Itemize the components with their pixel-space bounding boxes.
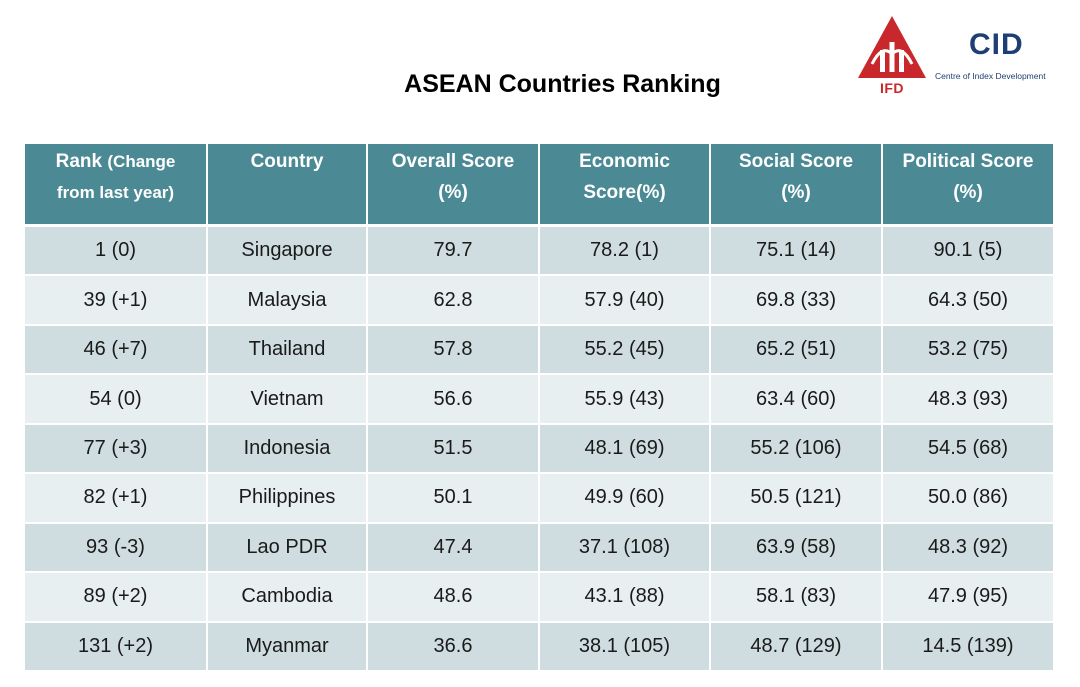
- header-country: Country: [207, 144, 368, 227]
- header-economic-line1: Economic: [579, 151, 670, 172]
- table-row: 131 (+2) Myanmar 36.6 38.1 (105) 48.7 (1…: [25, 620, 1053, 670]
- cell-political: 50.0 (86): [882, 472, 1053, 523]
- header-political: Political Score (%): [882, 144, 1053, 227]
- header-social-line2: (%): [781, 182, 811, 203]
- cell-rank: 93 (-3): [25, 521, 208, 573]
- table-body: 1 (0) Singapore 79.7 78.2 (1) 75.1 (14) …: [25, 224, 1053, 670]
- cell-country: Malaysia: [207, 274, 368, 325]
- cell-political: 90.1 (5): [882, 224, 1053, 276]
- cell-economic: 55.2 (45): [539, 323, 711, 375]
- cell-overall: 56.6: [367, 373, 540, 424]
- cell-rank: 39 (+1): [25, 274, 208, 325]
- cell-economic: 57.9 (40): [539, 274, 711, 325]
- ranking-table: Rank (Change from last year) Country Ove…: [25, 144, 1053, 670]
- cid-logo-caption: Centre of Index Development: [935, 71, 1046, 81]
- header-rank: Rank (Change from last year): [25, 144, 208, 227]
- ifd-triangle-icon: [858, 16, 926, 78]
- cell-political: 48.3 (92): [882, 521, 1053, 573]
- table-row: 39 (+1) Malaysia 62.8 57.9 (40) 69.8 (33…: [25, 274, 1053, 325]
- page-title: ASEAN Countries Ranking: [404, 70, 721, 98]
- cell-economic: 78.2 (1): [539, 224, 711, 276]
- table-row: 46 (+7) Thailand 57.8 55.2 (45) 65.2 (51…: [25, 323, 1053, 375]
- cell-social: 63.4 (60): [710, 373, 883, 424]
- cell-country: Thailand: [207, 323, 368, 375]
- cell-social: 50.5 (121): [710, 472, 883, 523]
- header-economic-line2: Score(%): [583, 182, 666, 203]
- header-political-line2: (%): [953, 182, 983, 203]
- cell-overall: 36.6: [367, 620, 540, 670]
- cell-political: 14.5 (139): [882, 620, 1053, 670]
- table-row: 77 (+3) Indonesia 51.5 48.1 (69) 55.2 (1…: [25, 422, 1053, 474]
- cell-social: 69.8 (33): [710, 274, 883, 325]
- header-rank-line1: Rank: [55, 151, 103, 172]
- cell-country: Singapore: [207, 224, 368, 276]
- cell-rank: 54 (0): [25, 373, 208, 424]
- cell-overall: 47.4: [367, 521, 540, 573]
- cid-logo: CID Centre of Index Development: [935, 28, 1065, 88]
- header-overall: Overall Score (%): [367, 144, 540, 227]
- ifd-logo: IFD: [856, 14, 928, 98]
- cell-rank: 89 (+2): [25, 571, 208, 622]
- cell-overall: 79.7: [367, 224, 540, 276]
- header-economic: Economic Score(%): [539, 144, 711, 227]
- cell-overall: 51.5: [367, 422, 540, 474]
- cell-economic: 55.9 (43): [539, 373, 711, 424]
- cell-political: 48.3 (93): [882, 373, 1053, 424]
- cell-country: Myanmar: [207, 620, 368, 670]
- table-header-row: Rank (Change from last year) Country Ove…: [25, 144, 1053, 227]
- cell-rank: 1 (0): [25, 224, 208, 276]
- cell-economic: 38.1 (105): [539, 620, 711, 670]
- header-social: Social Score (%): [710, 144, 883, 227]
- cell-social: 65.2 (51): [710, 323, 883, 375]
- cell-rank: 77 (+3): [25, 422, 208, 474]
- cell-rank: 46 (+7): [25, 323, 208, 375]
- cell-social: 58.1 (83): [710, 571, 883, 622]
- cid-logo-mark: CID: [969, 28, 1024, 61]
- table-row: 54 (0) Vietnam 56.6 55.9 (43) 63.4 (60) …: [25, 373, 1053, 424]
- cell-country: Lao PDR: [207, 521, 368, 573]
- cell-political: 53.2 (75): [882, 323, 1053, 375]
- header-country-label: Country: [250, 151, 324, 172]
- header-overall-line2: (%): [438, 182, 468, 203]
- header-social-line1: Social Score: [738, 151, 854, 172]
- cell-rank: 82 (+1): [25, 472, 208, 523]
- header-political-line1: Political Score: [902, 151, 1034, 172]
- cell-overall: 62.8: [367, 274, 540, 325]
- cell-social: 48.7 (129): [710, 620, 883, 670]
- cell-social: 63.9 (58): [710, 521, 883, 573]
- cell-rank: 131 (+2): [25, 620, 208, 670]
- header-rank-small: (Change: [107, 152, 176, 171]
- cell-economic: 49.9 (60): [539, 472, 711, 523]
- cell-country: Vietnam: [207, 373, 368, 424]
- cell-country: Indonesia: [207, 422, 368, 474]
- cell-country: Cambodia: [207, 571, 368, 622]
- header-overall-line1: Overall Score: [391, 151, 515, 172]
- table-row: 1 (0) Singapore 79.7 78.2 (1) 75.1 (14) …: [25, 224, 1053, 276]
- cell-economic: 37.1 (108): [539, 521, 711, 573]
- cell-economic: 48.1 (69): [539, 422, 711, 474]
- cell-political: 64.3 (50): [882, 274, 1053, 325]
- table-row: 93 (-3) Lao PDR 47.4 37.1 (108) 63.9 (58…: [25, 521, 1053, 573]
- header-rank-line2: from last year): [56, 183, 175, 202]
- cell-social: 55.2 (106): [710, 422, 883, 474]
- cell-economic: 43.1 (88): [539, 571, 711, 622]
- table-row: 82 (+1) Philippines 50.1 49.9 (60) 50.5 …: [25, 472, 1053, 523]
- cell-political: 54.5 (68): [882, 422, 1053, 474]
- cell-country: Philippines: [207, 472, 368, 523]
- cell-overall: 57.8: [367, 323, 540, 375]
- ifd-logo-text: IFD: [879, 80, 905, 96]
- table-row: 89 (+2) Cambodia 48.6 43.1 (88) 58.1 (83…: [25, 571, 1053, 622]
- cell-social: 75.1 (14): [710, 224, 883, 276]
- cell-political: 47.9 (95): [882, 571, 1053, 622]
- cell-overall: 50.1: [367, 472, 540, 523]
- cell-overall: 48.6: [367, 571, 540, 622]
